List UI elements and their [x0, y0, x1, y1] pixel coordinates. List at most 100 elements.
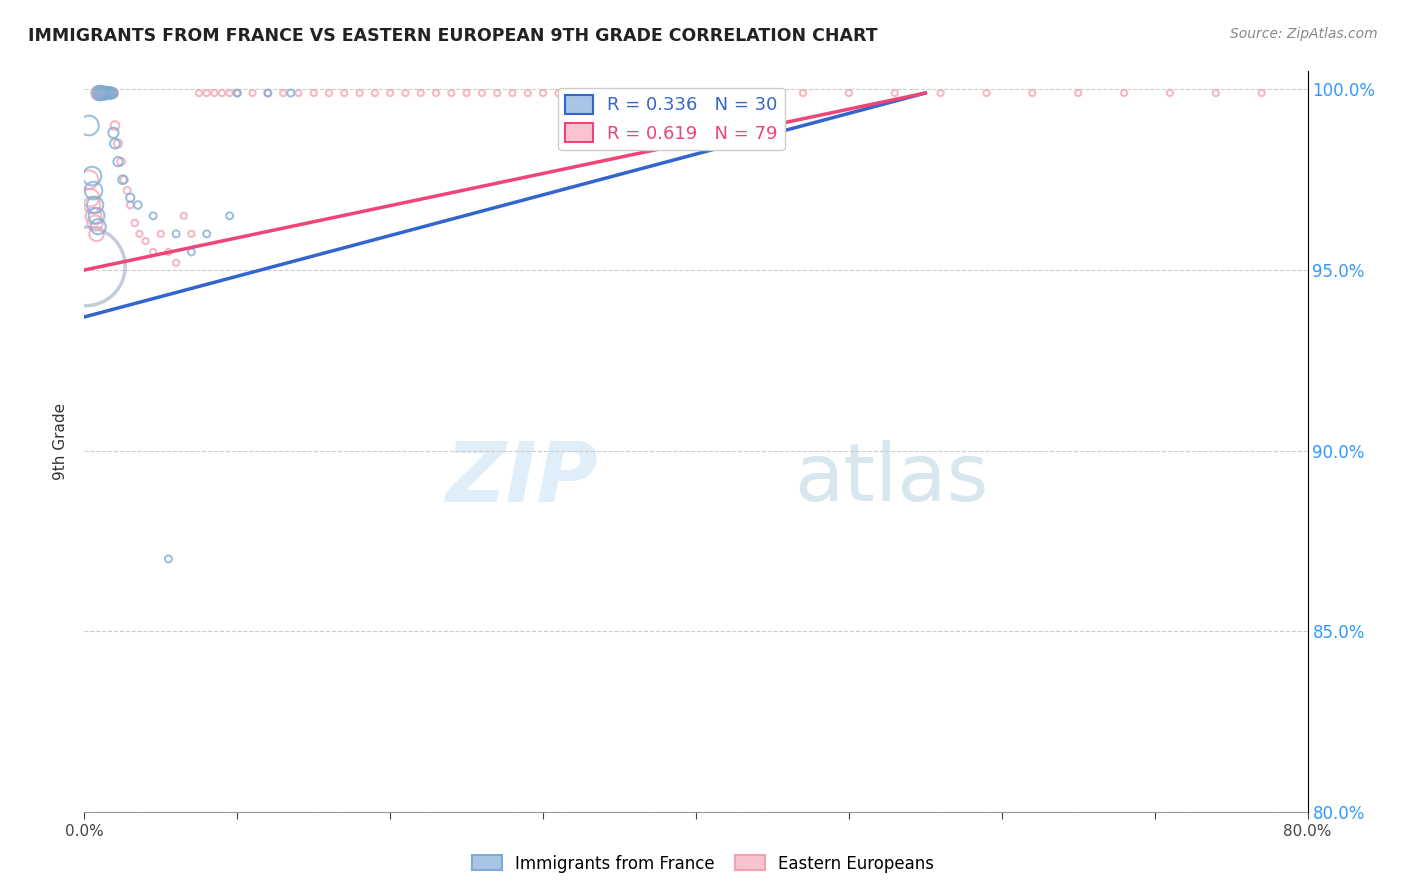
- Point: [90, 86, 112, 100]
- Point: [1205, 86, 1227, 100]
- Point: [609, 86, 631, 100]
- Point: [120, 198, 142, 212]
- Point: [107, 136, 129, 151]
- Point: [180, 227, 202, 241]
- Point: [502, 86, 524, 100]
- Point: [547, 86, 569, 100]
- Point: [97, 86, 120, 100]
- Point: [202, 86, 225, 100]
- Point: [93, 86, 115, 100]
- Point: [83, 184, 105, 198]
- Point: [157, 552, 180, 566]
- Text: Source: ZipAtlas.com: Source: ZipAtlas.com: [1230, 27, 1378, 41]
- Point: [195, 86, 218, 100]
- Point: [87, 86, 110, 100]
- Point: [128, 227, 150, 241]
- Point: [77, 119, 100, 133]
- Point: [94, 86, 117, 100]
- Y-axis label: 9th Grade: 9th Grade: [53, 403, 69, 480]
- Point: [242, 86, 264, 100]
- Point: [112, 172, 135, 186]
- Point: [195, 227, 218, 241]
- Point: [1067, 86, 1090, 100]
- Point: [409, 86, 432, 100]
- Point: [226, 86, 249, 100]
- Point: [93, 86, 115, 100]
- Point: [120, 191, 142, 205]
- Point: [333, 86, 356, 100]
- Point: [91, 86, 114, 100]
- Point: [75, 260, 97, 274]
- Point: [86, 227, 108, 241]
- Point: [80, 198, 103, 212]
- Point: [87, 219, 110, 234]
- Point: [394, 86, 416, 100]
- Point: [94, 86, 117, 100]
- Point: [302, 86, 325, 100]
- Point: [425, 86, 447, 100]
- Point: [96, 86, 118, 100]
- Point: [1159, 86, 1181, 100]
- Point: [101, 86, 124, 100]
- Point: [1021, 86, 1043, 100]
- Text: ZIP: ZIP: [446, 438, 598, 519]
- Point: [562, 86, 585, 100]
- Text: atlas: atlas: [794, 440, 988, 517]
- Point: [440, 86, 463, 100]
- Point: [165, 227, 187, 241]
- Point: [226, 86, 249, 100]
- Point: [101, 86, 124, 100]
- Point: [107, 154, 129, 169]
- Point: [77, 172, 100, 186]
- Point: [976, 86, 998, 100]
- Point: [83, 209, 105, 223]
- Point: [84, 198, 107, 212]
- Point: [149, 227, 172, 241]
- Point: [180, 244, 202, 259]
- Point: [792, 86, 814, 100]
- Point: [271, 86, 294, 100]
- Point: [103, 126, 125, 140]
- Point: [157, 244, 180, 259]
- Point: [111, 172, 134, 186]
- Point: [142, 209, 165, 223]
- Point: [86, 209, 108, 223]
- Point: [578, 86, 600, 100]
- Point: [104, 136, 127, 151]
- Legend: R = 0.336   N = 30, R = 0.619   N = 79: R = 0.336 N = 30, R = 0.619 N = 79: [558, 87, 785, 150]
- Point: [838, 86, 860, 100]
- Point: [456, 86, 478, 100]
- Point: [883, 86, 905, 100]
- Point: [364, 86, 387, 100]
- Point: [188, 86, 211, 100]
- Point: [531, 86, 554, 100]
- Point: [929, 86, 952, 100]
- Point: [110, 154, 132, 169]
- Point: [135, 234, 157, 248]
- Point: [669, 86, 692, 100]
- Point: [165, 256, 187, 270]
- Point: [84, 216, 107, 230]
- Point: [79, 191, 101, 205]
- Point: [516, 86, 538, 100]
- Point: [257, 86, 280, 100]
- Point: [1250, 86, 1272, 100]
- Point: [89, 86, 111, 100]
- Point: [80, 169, 103, 183]
- Point: [218, 209, 240, 223]
- Point: [318, 86, 340, 100]
- Point: [638, 86, 661, 100]
- Point: [486, 86, 509, 100]
- Point: [97, 86, 120, 100]
- Point: [471, 86, 494, 100]
- Point: [700, 86, 723, 100]
- Point: [257, 86, 280, 100]
- Point: [90, 86, 112, 100]
- Text: IMMIGRANTS FROM FRANCE VS EASTERN EUROPEAN 9TH GRADE CORRELATION CHART: IMMIGRANTS FROM FRANCE VS EASTERN EUROPE…: [28, 27, 877, 45]
- Point: [349, 86, 371, 100]
- Point: [127, 198, 149, 212]
- Point: [1114, 86, 1136, 100]
- Point: [280, 86, 302, 100]
- Point: [103, 86, 125, 100]
- Point: [124, 216, 146, 230]
